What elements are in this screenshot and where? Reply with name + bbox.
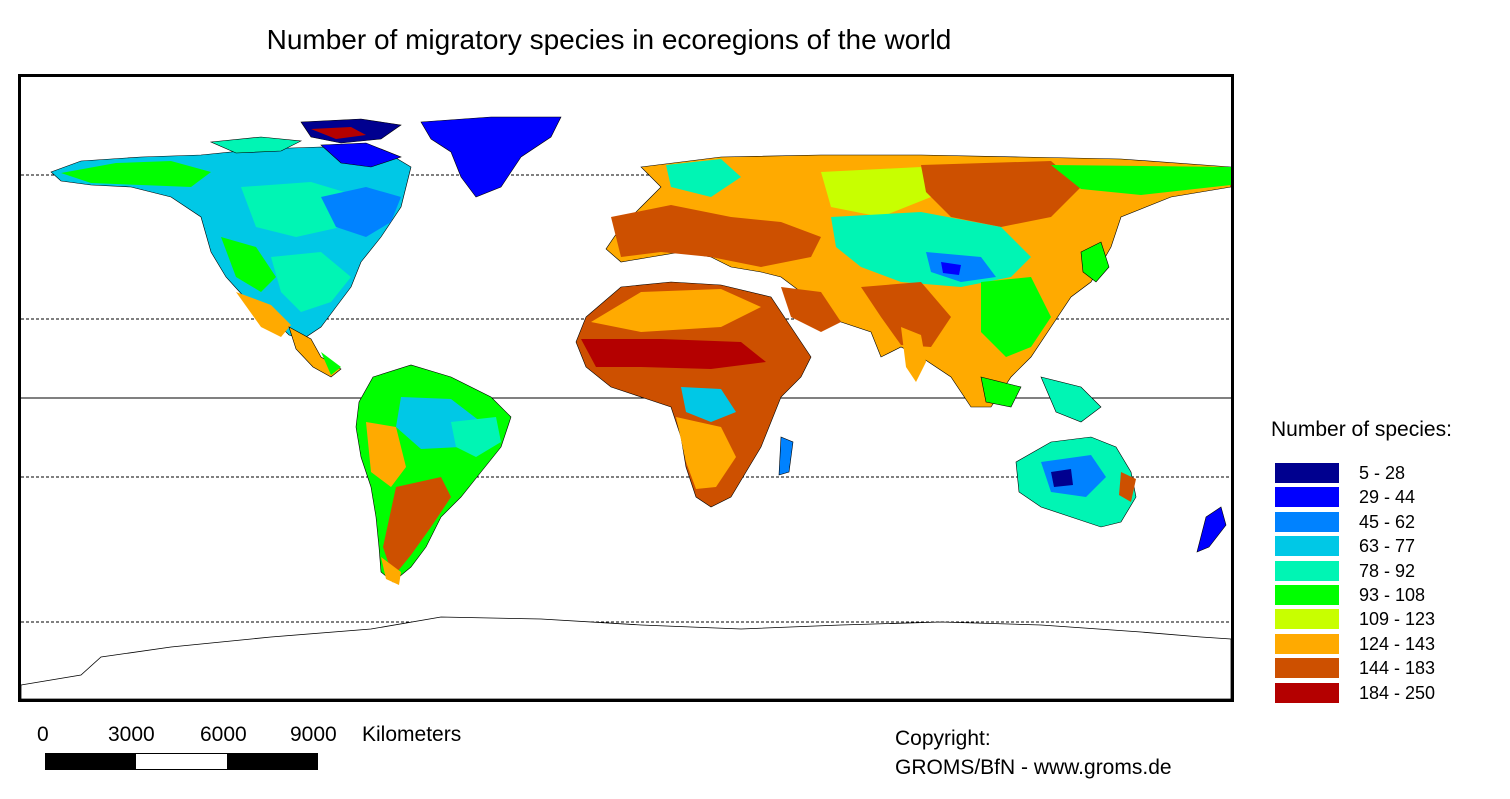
world-map-canvas [21, 116, 1231, 699]
legend-item: 109 - 123 [1275, 609, 1480, 633]
legend-swatch [1275, 633, 1339, 654]
legend-item: 184 - 250 [1275, 682, 1480, 707]
legend-swatch [1275, 463, 1339, 483]
legend-item: 78 - 92 [1275, 560, 1480, 585]
legend-label: 78 - 92 [1359, 560, 1416, 581]
scale-tick-label: 3000 [108, 723, 155, 746]
map-title: Number of migratory species in ecoregion… [266, 24, 952, 55]
copyright-source: GROMS/BfN - www.groms.de [895, 756, 1172, 779]
scale-bar-segment [226, 754, 317, 769]
legend-item: 29 - 44 [1275, 487, 1480, 511]
scale-tick-label: 9000 [290, 723, 337, 746]
legend-swatch [1275, 584, 1339, 605]
copyright-notice: Copyright: GROMS/BfN - www.groms.de [895, 724, 1172, 782]
legend-label: 184 - 250 [1359, 682, 1436, 703]
legend-label: 5 - 28 [1359, 463, 1406, 483]
north-america-region [50, 146, 412, 378]
scale-unit-label: Kilometers [362, 723, 462, 746]
eurasia-region [605, 154, 1231, 423]
antarctica-region [21, 616, 1231, 699]
greenland-region [209, 116, 562, 198]
scale-labels: 0 3000 6000 9000 Kilometers [0, 720, 560, 750]
legend-swatch [1275, 536, 1339, 557]
south-america-region [355, 364, 512, 585]
legend-item: 124 - 143 [1275, 633, 1480, 658]
legend-swatch [1275, 609, 1339, 630]
world-map [18, 74, 1234, 702]
copyright-label: Copyright: [895, 727, 991, 750]
legend-swatch [1275, 511, 1339, 532]
legend-title: Number of species: [1271, 418, 1452, 441]
oceania-region [1015, 436, 1227, 553]
legend-item: 144 - 183 [1275, 658, 1480, 682]
legend-label: 124 - 143 [1359, 633, 1436, 654]
africa-region [575, 281, 812, 508]
legend-label: 144 - 183 [1359, 658, 1436, 679]
scale-bar-segment [46, 754, 137, 769]
legend-label: 29 - 44 [1359, 487, 1416, 508]
legend-swatch [1275, 560, 1339, 581]
legend-label: 109 - 123 [1359, 609, 1436, 630]
legend-swatch [1275, 682, 1339, 703]
legend-item: 5 - 28 [1275, 463, 1480, 487]
scale-tick-label: 0 [37, 723, 49, 746]
legend-swatch [1275, 487, 1339, 508]
legend: 5 - 28 29 - 44 45 - 62 63 - 77 78 - 92 9… [1275, 463, 1480, 707]
scale-tick-label: 6000 [200, 723, 247, 746]
legend-item: 63 - 77 [1275, 536, 1480, 560]
legend-item: 45 - 62 [1275, 511, 1480, 536]
legend-swatch [1275, 658, 1339, 679]
legend-item: 93 - 108 [1275, 584, 1480, 609]
legend-label: 45 - 62 [1359, 511, 1416, 532]
scale-bar [45, 753, 318, 770]
legend-label: 63 - 77 [1359, 536, 1416, 557]
legend-label: 93 - 108 [1359, 584, 1426, 605]
scale-bar-segment [136, 754, 227, 769]
